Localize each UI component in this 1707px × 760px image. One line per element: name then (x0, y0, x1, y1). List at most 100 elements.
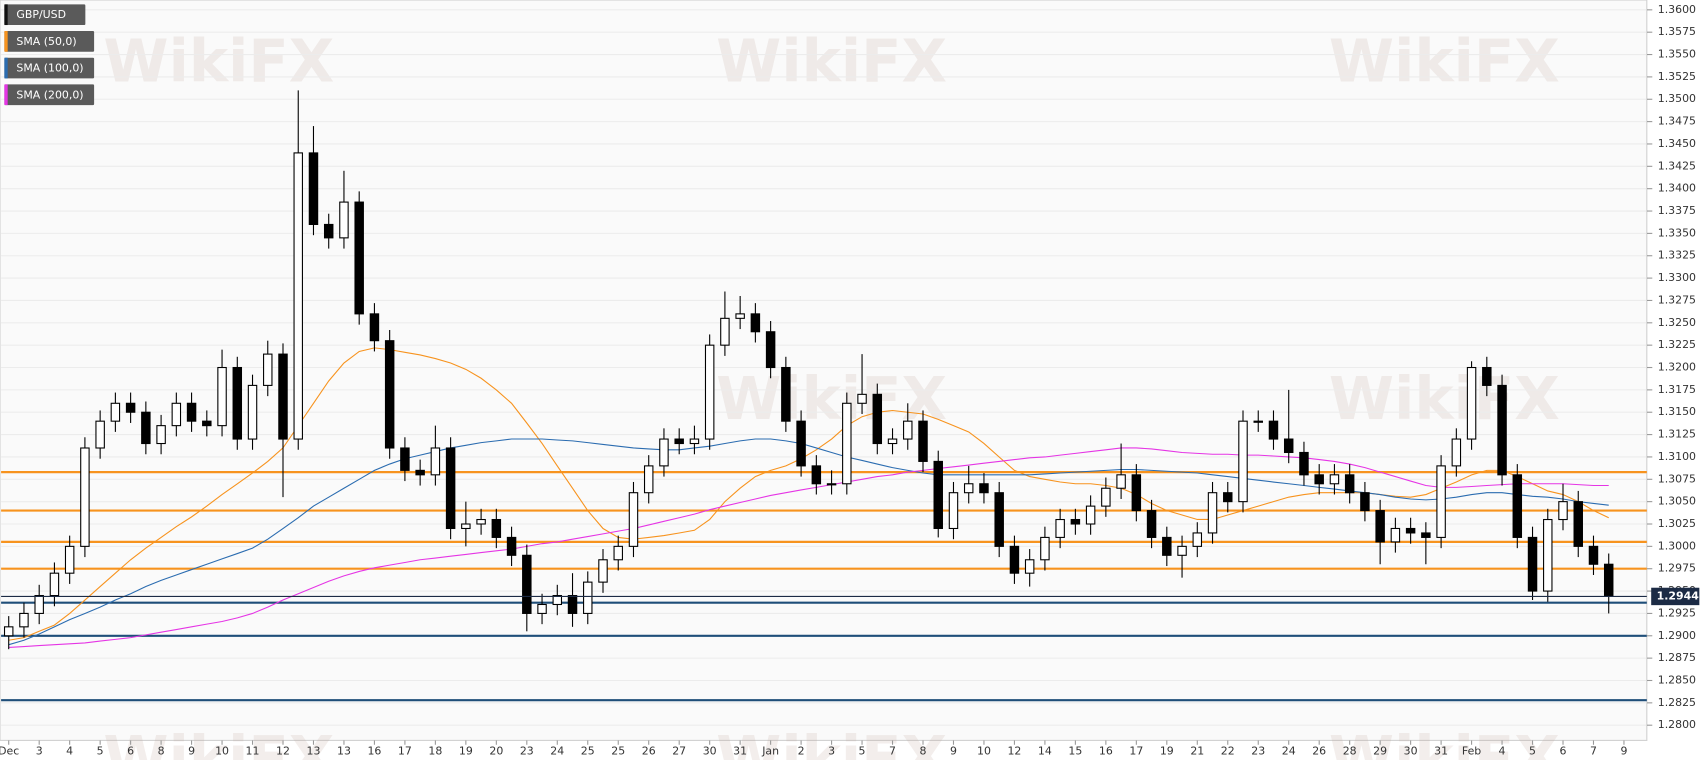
candle-body (857, 393, 867, 404)
candle-body (1527, 536, 1538, 592)
candle-body (1344, 474, 1355, 494)
x-tick-label: 13 (337, 744, 351, 757)
candle-body (1390, 527, 1401, 543)
candle-body (506, 536, 517, 556)
x-tick-label: 30 (1404, 744, 1418, 757)
x-tick-label: 6 (1560, 744, 1567, 757)
x-tick-label: 20 (489, 744, 503, 757)
x-tick-label: 23 (520, 744, 534, 757)
candle-body (1055, 518, 1065, 538)
legend-box (4, 84, 95, 106)
x-tick-label: 19 (459, 744, 473, 757)
y-tick-label: 1.2800 (1658, 718, 1696, 731)
candle-body (415, 469, 425, 476)
y-tick-label: 1.3125 (1658, 428, 1696, 441)
candle-body (1207, 492, 1218, 534)
x-tick-label: 29 (1373, 744, 1387, 757)
y-tick-label: 1.3425 (1658, 159, 1696, 172)
x-tick-label: 26 (642, 744, 656, 757)
candle-body (1177, 545, 1187, 556)
watermark: WikiFX (103, 27, 334, 96)
x-tick-label: Dec (0, 744, 19, 757)
y-tick-label: 1.3450 (1658, 137, 1696, 150)
x-tick-label: 24 (1282, 744, 1296, 757)
candle-body (842, 402, 852, 485)
plot-area (0, 0, 1648, 741)
x-tick-label: 31 (733, 744, 747, 757)
candle-body (1482, 366, 1492, 386)
x-tick-label: 5 (859, 744, 866, 757)
y-tick-label: 1.2825 (1658, 696, 1696, 709)
x-tick-label: 5 (1529, 744, 1536, 757)
y-tick-label: 1.3075 (1658, 472, 1696, 485)
x-tick-label: 8 (920, 744, 927, 757)
candle-body (1268, 420, 1279, 440)
y-tick-label: 1.3350 (1658, 226, 1696, 239)
candle-body (963, 483, 974, 494)
candle-body (1085, 505, 1096, 525)
y-tick-label: 1.3050 (1658, 495, 1696, 508)
y-tick-label: 1.3025 (1658, 517, 1696, 530)
candle-body (659, 438, 669, 467)
candle-body (1162, 536, 1172, 556)
sma-line (8, 447, 1609, 648)
candle-body (1405, 527, 1416, 534)
candle-body (918, 420, 928, 462)
x-tick-label: 16 (1099, 744, 1113, 757)
y-tick-label: 1.3400 (1658, 182, 1696, 195)
x-tick-label: 12 (276, 744, 290, 757)
x-tick-label: 5 (97, 744, 104, 757)
x-tick-label: 6 (127, 744, 134, 757)
y-tick-label: 1.3600 (1658, 3, 1696, 16)
candle-body (1421, 532, 1431, 538)
candle-body (1573, 501, 1583, 547)
sma-line (8, 347, 1609, 641)
x-tick-label: 7 (889, 744, 896, 757)
candle-body (994, 492, 1004, 547)
candle-body (1329, 474, 1340, 485)
x-tick-label: 4 (1499, 744, 1506, 757)
x-tick-label: 16 (367, 744, 381, 757)
y-tick-label: 1.3575 (1658, 25, 1696, 38)
watermark: WikiFX (1329, 364, 1560, 433)
y-tick-label: 1.3325 (1658, 249, 1696, 262)
candle-body (903, 420, 913, 440)
candle-body (354, 201, 364, 315)
x-tick-label: 24 (550, 744, 564, 757)
x-tick-label: Jan (761, 744, 779, 757)
y-tick-label: 1.3100 (1658, 450, 1696, 463)
candle-body (537, 603, 547, 614)
candle-body (1299, 451, 1309, 476)
x-tick-label: 21 (1190, 744, 1204, 757)
candle-body (430, 447, 441, 476)
y-tick-label: 1.3150 (1658, 405, 1696, 418)
candle-body (3, 626, 14, 637)
y-tick-label: 1.2975 (1658, 562, 1696, 575)
legend-swatch (4, 84, 8, 106)
candle-body (522, 554, 532, 614)
watermark: WikiFX (716, 27, 947, 96)
candle-body (583, 581, 593, 614)
x-tick-label: 4 (66, 744, 73, 757)
y-tick-label: 1.3550 (1658, 48, 1696, 61)
plot (1, 90, 1647, 702)
candle-body (1497, 384, 1507, 476)
candle-body (872, 393, 883, 445)
candle-body (217, 366, 227, 427)
y-tick-label: 1.3300 (1658, 271, 1696, 284)
legend-swatch (4, 4, 8, 26)
x-tick-label: 3 (828, 744, 835, 757)
legend-swatch (4, 57, 8, 79)
candle-body (156, 425, 166, 445)
x-tick-label: 31 (1434, 744, 1448, 757)
last-price-tag (1651, 587, 1700, 606)
candle-body (476, 518, 486, 525)
watermark: WikiFX (103, 723, 334, 760)
y-tick-label: 1.2925 (1658, 606, 1696, 619)
x-tick-label: 23 (1251, 744, 1265, 757)
candle-body (308, 152, 319, 225)
x-tick-label: 10 (977, 744, 991, 757)
candle-body (339, 201, 349, 239)
legend-label: SMA (100,0) (16, 62, 83, 75)
